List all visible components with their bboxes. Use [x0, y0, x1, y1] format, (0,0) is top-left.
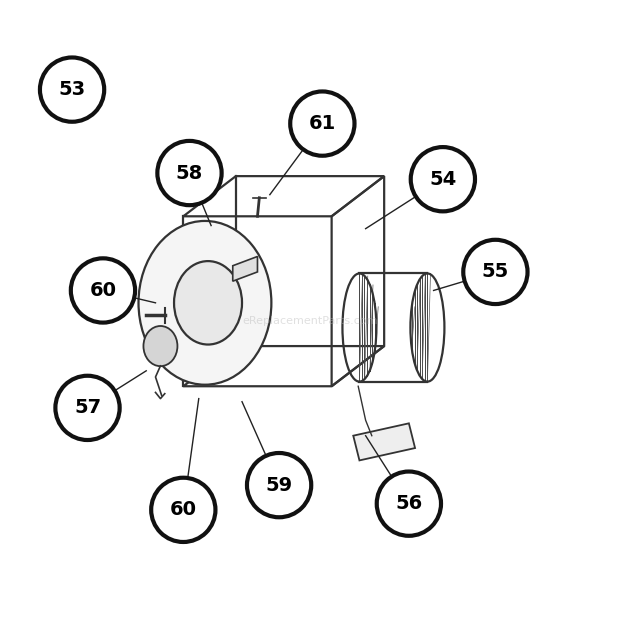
Circle shape [377, 472, 441, 536]
Text: 58: 58 [176, 164, 203, 182]
Polygon shape [353, 423, 415, 460]
Polygon shape [232, 256, 257, 281]
Circle shape [290, 91, 355, 156]
Circle shape [463, 240, 528, 304]
Text: 54: 54 [429, 170, 456, 188]
Ellipse shape [138, 221, 272, 384]
Text: 53: 53 [58, 80, 86, 99]
Ellipse shape [143, 326, 177, 366]
Text: eReplacementParts.com: eReplacementParts.com [242, 316, 378, 326]
Text: 61: 61 [309, 114, 336, 133]
Circle shape [71, 258, 135, 323]
Circle shape [247, 453, 311, 517]
Circle shape [151, 478, 215, 542]
Circle shape [40, 57, 104, 122]
Circle shape [55, 376, 120, 440]
Text: 57: 57 [74, 399, 101, 417]
Ellipse shape [174, 261, 242, 344]
Circle shape [157, 141, 221, 205]
Text: 56: 56 [396, 494, 422, 513]
Text: 55: 55 [482, 263, 509, 281]
Text: 60: 60 [170, 501, 197, 519]
Text: 59: 59 [265, 476, 293, 494]
Circle shape [410, 147, 475, 211]
Text: 60: 60 [89, 281, 117, 300]
